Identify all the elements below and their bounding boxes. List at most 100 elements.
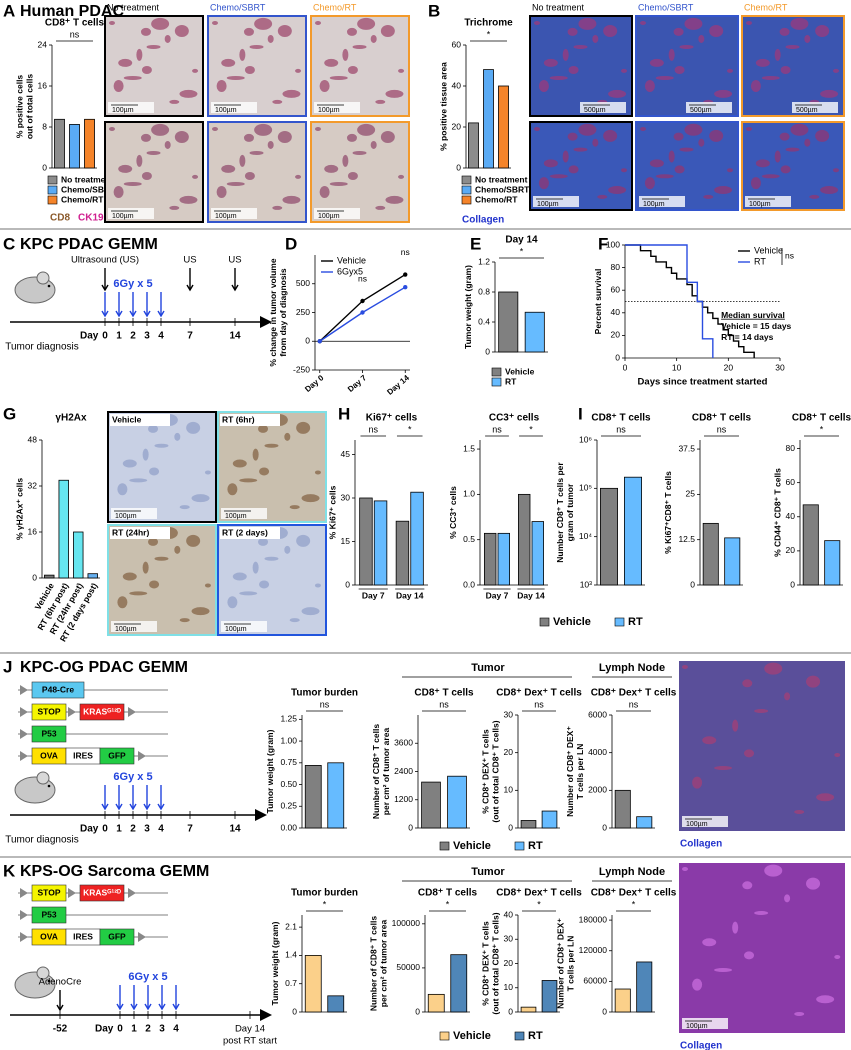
scalebar-bg [314, 102, 360, 113]
y-tick-label: 4000 [588, 747, 607, 757]
point [403, 285, 408, 290]
tissue-texture [232, 459, 247, 468]
tissue-texture [347, 171, 358, 180]
tissue-texture [149, 580, 160, 589]
tissue-texture [267, 34, 274, 43]
scalebar-bg [221, 508, 267, 519]
bar [483, 532, 497, 586]
tissue-texture [674, 65, 685, 74]
tissue-texture [284, 545, 291, 554]
y-tick-label: 10³ [580, 579, 592, 589]
bar [73, 531, 84, 579]
day-number: 3 [159, 1024, 165, 1035]
tissue-texture [779, 27, 790, 36]
tissue-texture [644, 177, 655, 190]
y-tick-label: 0.0 [463, 579, 475, 589]
y-tick-label: 0 [42, 162, 47, 172]
tissue-texture [385, 195, 404, 204]
day-number: 3 [144, 331, 150, 342]
y-axis-label: Number of CD8⁺ DEX⁺ [565, 726, 575, 817]
y-tick-label: 25 [686, 489, 696, 499]
tissue-texture [252, 448, 259, 461]
tissue-texture [186, 421, 201, 434]
y-axis-label: Number of CD8⁺ T cells [371, 724, 381, 819]
tissue-texture [254, 17, 273, 30]
tissue-texture [186, 534, 201, 547]
tissue-texture [655, 75, 674, 80]
tissue-texture [259, 580, 270, 589]
panel-letter: H [338, 404, 350, 423]
tissue-texture [113, 185, 124, 198]
tissue-texture [142, 448, 149, 461]
tissue-texture [192, 68, 199, 73]
tissue-texture [179, 618, 190, 623]
y-axis-label: from day of diagnosis [278, 268, 288, 357]
legend-swatch [514, 1031, 525, 1041]
legend-label: Vehicle [337, 255, 366, 265]
construct-label: OVA [40, 931, 58, 941]
y-axis-label: Tumor weight (gram) [265, 729, 275, 813]
construct-label: OVA [40, 750, 58, 760]
tissue-texture [370, 34, 377, 43]
y-tick-label: 0 [790, 579, 795, 589]
significance: ns [629, 699, 639, 709]
tissue-texture [267, 140, 274, 149]
tissue-texture [774, 150, 781, 163]
y-tick-label: 0 [485, 346, 490, 356]
scalebar-label: 100µm [225, 513, 247, 520]
legend-swatch [439, 1031, 450, 1041]
tissue-texture [692, 776, 703, 789]
lox-site [138, 932, 146, 942]
tissue-texture [243, 27, 254, 36]
significance: * [537, 899, 541, 909]
y-axis-label: (out of total CD8⁺ T cells) [491, 720, 501, 822]
tissue-texture [258, 424, 269, 433]
tissue-texture [324, 164, 339, 173]
tissue-texture [179, 505, 190, 510]
lox-site [20, 910, 28, 920]
radiation-arrow-head [157, 803, 165, 811]
tissue-texture [295, 174, 302, 179]
start-label: Tumor diagnosis [5, 835, 79, 846]
tissue-texture [352, 150, 367, 155]
bar [359, 497, 373, 586]
tissue-texture [794, 1011, 805, 1016]
radiation-arrow-head [143, 803, 151, 811]
tissue-texture [148, 424, 159, 433]
bar [600, 487, 619, 586]
day-number: 14 [229, 331, 241, 342]
event-label: Ultrasound (US) [71, 255, 139, 266]
bar [498, 85, 509, 169]
y-tick-label: 0 [345, 579, 350, 589]
bar [824, 540, 841, 586]
bar [531, 521, 545, 586]
y-tick-label: 60000 [583, 976, 607, 986]
tissue-texture [714, 765, 733, 770]
series-line [625, 244, 714, 358]
tissue-texture [698, 138, 705, 147]
construct-label: KRASᴳ¹²ᴰ [83, 887, 121, 897]
tissue-texture [784, 692, 791, 701]
tissue-texture [296, 421, 311, 434]
tissue-texture [702, 736, 717, 745]
chart-title: Ki67⁺ cells [366, 413, 418, 424]
day-number: 2 [130, 331, 136, 342]
tissue-texture [191, 494, 210, 503]
tissue-texture [684, 17, 703, 30]
radiation-arrow-head [172, 1003, 180, 1011]
tissue-texture [129, 591, 148, 596]
tissue-texture [277, 24, 292, 37]
tissue-texture [834, 954, 841, 959]
tissue-texture [375, 99, 386, 104]
x-tick-label: 10 [672, 362, 682, 372]
y-tick-label: 30 [504, 709, 514, 719]
tissue-texture [608, 186, 627, 195]
tissue-texture [140, 133, 151, 142]
stain-label: Collagen [680, 839, 722, 850]
tissue-texture [709, 24, 724, 37]
scalebar-label: 100µm [537, 201, 559, 208]
legend-label: RT [754, 256, 766, 266]
y-axis-label: % CD44⁺ CD8⁺ T cells [773, 468, 783, 557]
bar [304, 955, 322, 1013]
